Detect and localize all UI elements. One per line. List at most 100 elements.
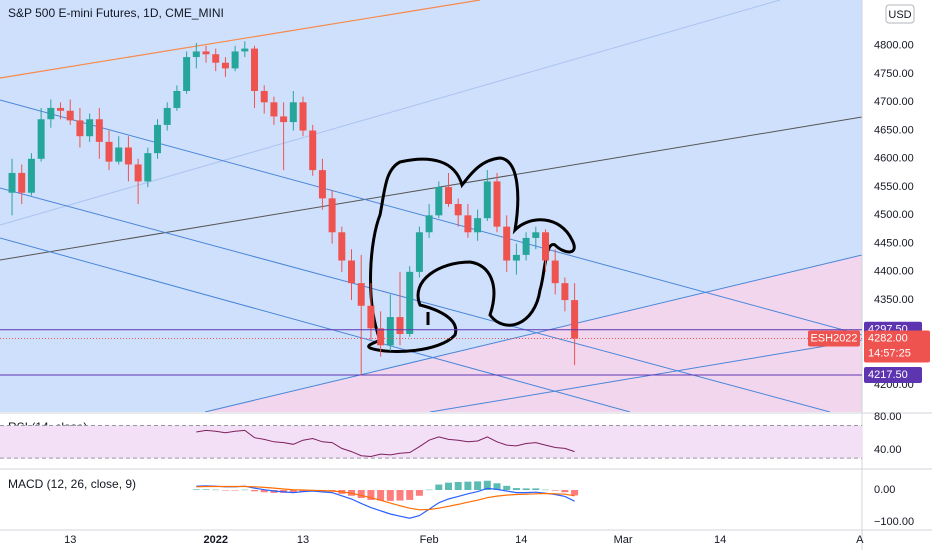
signal-line bbox=[196, 485, 575, 511]
drawings bbox=[0, 0, 862, 412]
candle-body bbox=[212, 54, 220, 63]
candle-body bbox=[86, 119, 94, 137]
y-tick-label: 4700.00 bbox=[874, 96, 914, 108]
last-price-tag bbox=[864, 330, 930, 363]
macd-histogram-bar bbox=[260, 490, 268, 493]
candle-body bbox=[493, 181, 501, 227]
y-tick-label: 40.00 bbox=[874, 444, 902, 456]
rsi-band bbox=[0, 425, 862, 459]
candle-body bbox=[192, 51, 200, 58]
macd-histogram-bar bbox=[202, 489, 210, 490]
macd-histogram-bar bbox=[561, 490, 569, 493]
candle-body bbox=[357, 283, 365, 306]
candle-body bbox=[8, 172, 16, 193]
macd-histogram-bar bbox=[464, 481, 472, 490]
macd-histogram-bar bbox=[571, 490, 579, 496]
candle-body bbox=[542, 232, 550, 261]
candle-body bbox=[154, 124, 162, 154]
candle-body bbox=[454, 204, 462, 216]
candle-body bbox=[134, 164, 142, 182]
candle-body bbox=[483, 181, 491, 219]
candle-body bbox=[202, 51, 210, 55]
trend-line bbox=[0, 116, 862, 261]
candle-body bbox=[299, 102, 307, 131]
x-tick-label: Feb bbox=[420, 534, 439, 546]
y-tick-label: 4550.00 bbox=[874, 181, 914, 193]
candle-body bbox=[241, 48, 249, 52]
trend-line bbox=[0, 0, 481, 79]
candle-body bbox=[76, 120, 84, 137]
macd-histogram-bar bbox=[532, 488, 540, 490]
candle-body bbox=[231, 51, 239, 69]
currency-button[interactable] bbox=[885, 4, 915, 24]
candle-body bbox=[318, 170, 326, 199]
x-tick-label: A bbox=[856, 534, 864, 546]
candle-body bbox=[66, 110, 74, 121]
rsi-line bbox=[196, 429, 575, 458]
macd-histogram-bar bbox=[357, 490, 365, 498]
macd-histogram-bar bbox=[542, 489, 550, 491]
price-tag bbox=[864, 366, 922, 383]
candle-body bbox=[406, 271, 414, 335]
x-tick-label: 14 bbox=[515, 534, 527, 546]
candle-body bbox=[551, 260, 559, 284]
macd-histogram-bar bbox=[289, 490, 297, 493]
macd-histogram-bar bbox=[483, 480, 491, 490]
macd-histogram-bar bbox=[212, 489, 220, 491]
candle-body bbox=[435, 187, 443, 216]
candle-body bbox=[377, 328, 385, 346]
candle-body bbox=[425, 215, 433, 233]
y-tick-label: 4650.00 bbox=[874, 124, 914, 136]
y-tick-label: 80.00 bbox=[874, 411, 902, 423]
candle-body bbox=[280, 116, 288, 123]
candle-body bbox=[18, 172, 26, 193]
symbol-label: ESH2022 bbox=[810, 332, 857, 344]
candle-body bbox=[474, 218, 482, 233]
macd-histogram-bar bbox=[299, 490, 307, 492]
macd-title: MACD (12, 26, close, 9) bbox=[8, 477, 136, 491]
candle-body bbox=[221, 62, 229, 69]
candle-body bbox=[328, 198, 336, 233]
x-tick-label: 14 bbox=[714, 534, 726, 546]
candle-body bbox=[57, 107, 65, 111]
candle-body bbox=[512, 254, 520, 261]
x-tick-label: Mar bbox=[614, 534, 633, 546]
candle-body bbox=[173, 90, 181, 108]
macd-histogram-bar bbox=[192, 489, 200, 490]
candle-body bbox=[105, 141, 113, 162]
macd-histogram-bar bbox=[503, 485, 511, 490]
candle-body bbox=[183, 57, 191, 91]
candle-body bbox=[251, 48, 259, 91]
candle-body bbox=[464, 215, 472, 233]
x-tick-label: 13 bbox=[297, 534, 309, 546]
y-tick-label: 4500.00 bbox=[874, 209, 914, 221]
candle-body bbox=[163, 107, 171, 125]
candle-body bbox=[47, 107, 55, 120]
macd-histogram-bar bbox=[425, 489, 433, 491]
candle-body bbox=[124, 147, 132, 165]
macd-line bbox=[196, 485, 575, 519]
macd-histogram-bar bbox=[445, 482, 453, 490]
y-tick-label: 4350.00 bbox=[874, 294, 914, 306]
candle-body bbox=[386, 317, 394, 346]
trend-line bbox=[0, 0, 781, 226]
macd-histogram-bar bbox=[396, 490, 404, 501]
candle-body bbox=[571, 300, 579, 339]
candle-body bbox=[348, 260, 356, 284]
candle-body bbox=[338, 232, 346, 261]
candle-body bbox=[415, 232, 423, 272]
countdown: 14:57:25 bbox=[868, 347, 911, 359]
y-tick-label: −100.00 bbox=[874, 516, 914, 528]
candle-body bbox=[367, 305, 375, 329]
currency[interactable]: USD bbox=[888, 9, 911, 21]
symbol-tag bbox=[808, 330, 860, 347]
candle-body bbox=[37, 119, 45, 159]
macd-histogram-bar bbox=[435, 484, 443, 490]
macd-histogram-bar bbox=[406, 490, 414, 500]
macd-histogram-bar bbox=[367, 490, 375, 500]
macd-histogram-bar bbox=[522, 488, 530, 490]
macd-histogram-bar bbox=[474, 481, 482, 490]
y-tick-label: 4450.00 bbox=[874, 237, 914, 249]
macd-histogram-bar bbox=[512, 488, 520, 490]
